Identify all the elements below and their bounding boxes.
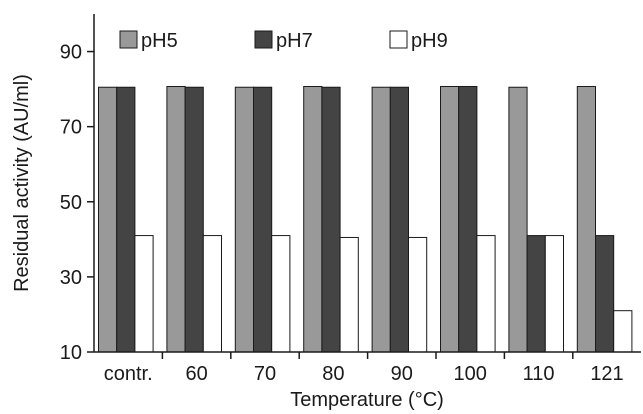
bar-ph7-3 — [321, 86, 341, 353]
bar-ph7-2 — [253, 86, 273, 353]
legend-swatch-ph7 — [254, 30, 273, 49]
bar-ph5-1 — [166, 85, 186, 353]
bar-ph7-6 — [526, 235, 546, 353]
x-tick-label: 100 — [454, 363, 487, 385]
y-tick-label: 10 — [60, 342, 82, 364]
legend-swatch-ph9 — [389, 30, 408, 49]
y-ticks: 10 30 50 70 90 — [60, 42, 94, 364]
y-tick-label: 50 — [60, 192, 82, 214]
x-ticks: contr. 60 70 80 90 100 110 121 — [104, 352, 624, 385]
y-axis-label: Residual activity (AU/ml) — [11, 74, 33, 292]
bar-ph5-5 — [440, 85, 460, 353]
y-tick-label: 70 — [60, 117, 82, 139]
bars — [98, 85, 633, 353]
bar-ph9-4 — [408, 236, 428, 353]
x-tick-label: contr. — [104, 363, 153, 385]
x-tick-label: 70 — [254, 363, 276, 385]
legend-swatch-ph5 — [119, 30, 138, 49]
y-tick-label: 30 — [60, 267, 82, 289]
x-tick-label: 121 — [590, 363, 623, 385]
bar-ph9-0 — [134, 235, 154, 353]
bar-ph9-7 — [613, 310, 633, 353]
bar-ph5-6 — [508, 86, 528, 353]
bar-ph9-1 — [202, 235, 223, 353]
bar-ph7-4 — [389, 86, 409, 353]
y-tick-label: 90 — [60, 42, 82, 64]
legend-label-ph7: pH7 — [276, 30, 313, 52]
x-tick-label: 60 — [185, 363, 207, 385]
x-axis-label: Temperature (°C) — [290, 389, 444, 411]
legend-label-ph5: pH5 — [141, 30, 178, 52]
bar-ph9-3 — [339, 236, 359, 353]
bar-ph5-3 — [303, 85, 323, 353]
bar-ph5-0 — [98, 86, 118, 353]
bar-ph5-4 — [371, 86, 391, 353]
bar-ph9-6 — [544, 235, 564, 353]
legend-label-ph9: pH9 — [411, 30, 448, 52]
x-tick-label: 90 — [391, 363, 413, 385]
bar-ph5-2 — [234, 86, 255, 353]
bar-ph7-0 — [116, 86, 136, 353]
legend: pH5 pH7 pH9 — [119, 30, 448, 52]
x-tick-label: 80 — [322, 363, 344, 385]
bar-ph7-7 — [595, 235, 615, 353]
bar-ph9-2 — [271, 235, 291, 353]
bar-ph9-5 — [476, 235, 496, 353]
x-tick-label: 110 — [523, 363, 555, 385]
bar-ph7-5 — [458, 85, 478, 353]
bar-ph5-7 — [576, 85, 596, 353]
bar-ph7-1 — [184, 86, 204, 353]
